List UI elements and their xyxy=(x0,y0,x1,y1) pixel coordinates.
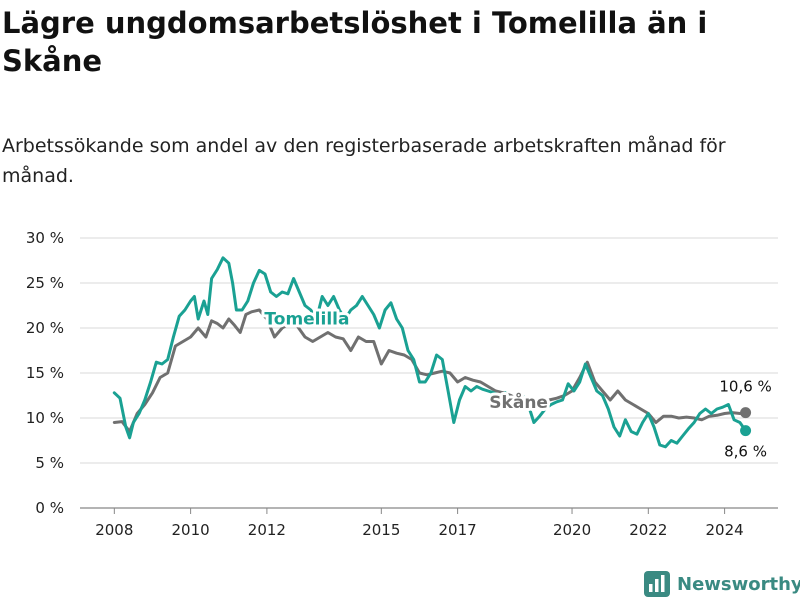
skane-series-label: Skåne xyxy=(489,391,548,413)
x-tick-label: 2015 xyxy=(362,521,400,539)
tomelilla-end-marker xyxy=(740,425,752,437)
skane-end-marker xyxy=(740,407,752,419)
newsworthy-logo: Newsworthy xyxy=(644,570,800,598)
tomelilla-label-halo: Tomelilla xyxy=(264,309,349,329)
y-tick-label: 5 % xyxy=(35,454,64,472)
bar-chart-logo-icon xyxy=(644,571,670,597)
x-tick-label: 2022 xyxy=(629,521,667,539)
tomelilla-end-value-label: 8,6 % xyxy=(724,443,767,461)
y-tick-label: 0 % xyxy=(35,499,64,517)
x-tick-label: 2024 xyxy=(706,521,744,539)
x-axis-ticks: 2008 2010 2012 2015 2017 2020 2022 2024 xyxy=(95,508,744,539)
x-tick-label: 2017 xyxy=(439,521,477,539)
y-tick-label: 10 % xyxy=(26,409,64,427)
chart-subtitle: Arbetssökande som andel av den registerb… xyxy=(2,135,726,187)
x-tick-label: 2008 xyxy=(95,521,133,539)
y-tick-label: 30 % xyxy=(26,229,64,247)
x-tick-label: 2020 xyxy=(553,521,591,539)
y-tick-label: 25 % xyxy=(26,274,64,292)
x-tick-label: 2010 xyxy=(172,521,210,539)
x-tick-label: 2012 xyxy=(248,521,286,539)
tomelilla-line xyxy=(112,256,748,449)
y-tick-label: 15 % xyxy=(26,364,64,382)
y-axis-ticks: 0 % 5 % 10 % 15 % 20 % 25 % 30 % xyxy=(26,229,64,517)
skane-end-value-label: 10,6 % xyxy=(719,378,771,396)
chart-title: Lägre ungdomsarbetslöshet i Tomelilla än… xyxy=(2,6,708,78)
series-lines xyxy=(112,256,748,449)
y-tick-label: 20 % xyxy=(26,319,64,337)
brand-name: Newsworthy xyxy=(677,573,800,595)
tomelilla-series-label: Tomelilla xyxy=(264,309,349,329)
skane-line xyxy=(112,308,748,433)
skane-label-halo: Skåne xyxy=(489,391,548,413)
